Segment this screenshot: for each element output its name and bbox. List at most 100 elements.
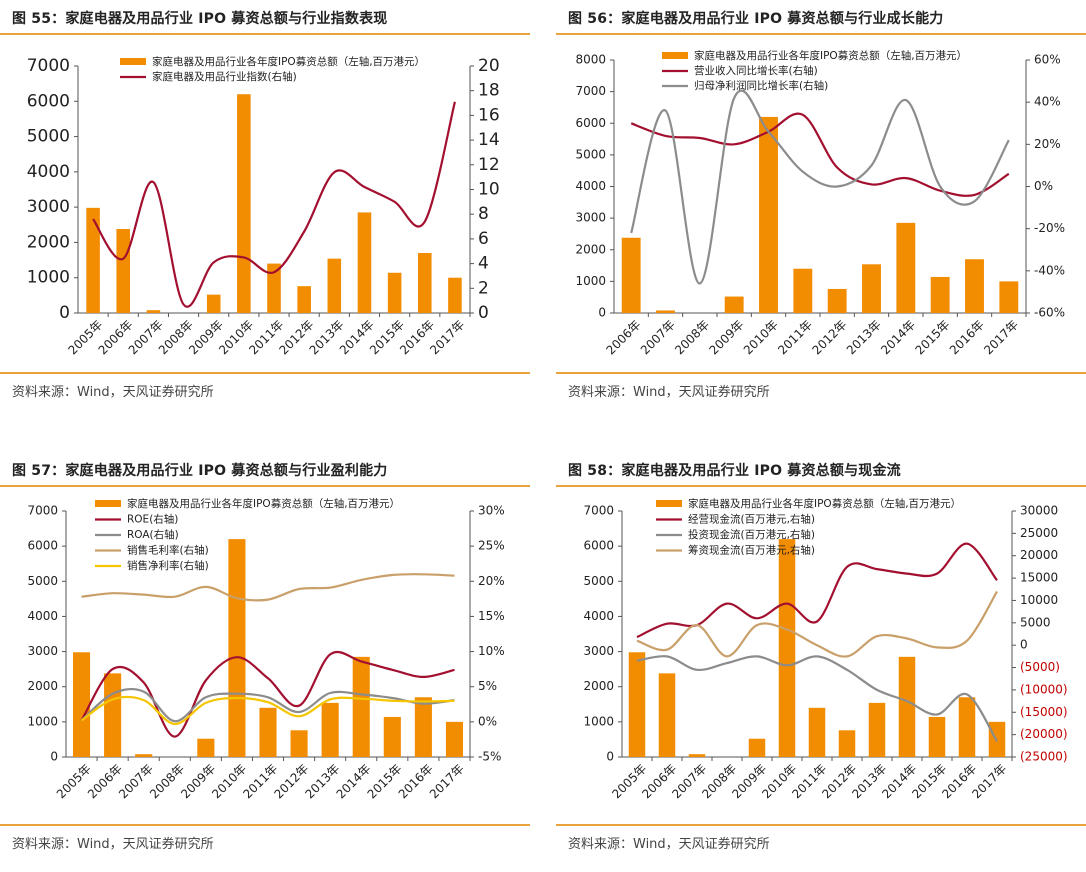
left-tick-label: 4000: [27, 609, 58, 623]
left-tick-label: 6000: [27, 539, 58, 553]
legend-swatch: [656, 500, 682, 507]
series-line: [636, 590, 998, 658]
bar: [827, 288, 847, 313]
legend-label: ROA(右轴): [127, 528, 179, 541]
legend-label: 销售毛利率(右轴): [127, 544, 209, 557]
right-tick-label: 16: [478, 105, 500, 125]
right-tick-label: 0%: [478, 714, 497, 728]
right-tick-label: 10000: [1020, 593, 1058, 607]
x-tick-label: 2010年: [741, 317, 781, 357]
bar: [417, 253, 432, 313]
right-tick-label: 18: [478, 81, 500, 101]
right-tick-label: -20%: [1034, 221, 1065, 235]
bar: [999, 281, 1019, 313]
left-tick-label: 4000: [27, 162, 70, 182]
bar: [387, 272, 402, 313]
bar: [197, 738, 215, 757]
source-note: 资料来源：Wind，天风证券研究所: [12, 385, 214, 400]
bar: [965, 259, 984, 313]
right-tick-label: 20000: [1020, 548, 1058, 562]
bar: [237, 94, 251, 313]
bar: [759, 116, 778, 313]
title-divider: [556, 485, 1086, 487]
x-tick-label: 2011年: [775, 317, 815, 357]
right-tick-label: 0%: [1034, 179, 1053, 193]
bar: [793, 268, 813, 313]
bar: [259, 707, 277, 757]
left-tick-label: 0: [50, 750, 58, 764]
left-tick-label: 8000: [575, 53, 606, 67]
legend-label: 家庭电器及用品行业各年度IPO募资总额（左轴,百万港元）: [688, 497, 961, 510]
left-tick-label: 1000: [27, 714, 58, 728]
legend-label: 家庭电器及用品行业各年度IPO募资总额（左轴,百万港元）: [152, 55, 425, 68]
legend-label: 家庭电器及用品行业各年度IPO募资总额（左轴,百万港元）: [127, 497, 400, 510]
legend-label: ROE(右轴): [127, 513, 178, 526]
left-tick-label: 1000: [583, 714, 614, 728]
x-tick-label: 2014年: [878, 317, 918, 357]
bar: [290, 730, 308, 757]
left-tick-label: 5000: [27, 127, 70, 147]
left-tick-label: 5000: [583, 574, 614, 588]
series-line: [80, 695, 455, 726]
bar: [146, 310, 161, 313]
left-tick-label: 6000: [583, 539, 614, 553]
bar: [928, 716, 946, 757]
bar: [628, 652, 646, 757]
bar: [658, 673, 676, 757]
legend-label: 家庭电器及用品行业指数(右轴): [152, 70, 297, 83]
left-tick-label: 3000: [583, 644, 614, 658]
bar: [621, 237, 641, 313]
right-tick-label: 20: [478, 56, 500, 76]
left-tick-label: 6000: [575, 116, 606, 130]
bar: [321, 702, 339, 757]
bar: [896, 222, 916, 313]
left-tick-label: 0: [598, 306, 606, 320]
bar: [135, 754, 153, 757]
bar: [808, 707, 826, 757]
combo-chart-55: 0 1000 2000 3000 4000 5000 6000 7000 0 2 4 6 8 10 12 14…: [27, 55, 500, 357]
right-tick-label: (20000): [1020, 727, 1068, 741]
bar: [267, 263, 281, 313]
left-tick-label: 0: [606, 750, 614, 764]
bar: [898, 656, 916, 757]
left-tick-label: 5000: [27, 574, 58, 588]
legend-label: 营业收入同比增长率(右轴): [694, 64, 818, 77]
left-tick-label: 1000: [27, 268, 70, 288]
legend-label: 经营现金流(百万港元,右轴): [688, 513, 815, 526]
x-tick-label: 2006年: [604, 317, 644, 357]
left-tick-label: 2000: [27, 232, 70, 252]
bar: [206, 294, 221, 313]
series-line: [636, 542, 998, 639]
chart-panel-56: 图 56：家庭电器及用品行业 IPO 募资总额与行业成长能力 0 1000 2000…: [556, 0, 1086, 420]
source-note: 资料来源：Wind，天风证券研究所: [568, 837, 770, 852]
right-tick-label: 15000: [1020, 571, 1058, 585]
bar: [445, 721, 464, 757]
source-divider: [556, 824, 1086, 826]
x-tick-label: 2012年: [810, 317, 850, 357]
right-tick-label: (10000): [1020, 682, 1068, 696]
x-tick-label: 2009年: [707, 317, 747, 357]
series-line: [92, 101, 456, 308]
legend-swatch: [95, 500, 121, 507]
right-tick-label: 30%: [478, 504, 505, 518]
title-divider: [0, 33, 530, 35]
combo-chart-56: 0 1000 2000 3000 4000 5000 6000 7000 8000 -60% -40…: [575, 49, 1065, 357]
bar: [228, 539, 246, 757]
chart-title-55: 图 55：家庭电器及用品行业 IPO 募资总额与行业指数表现: [12, 11, 388, 27]
bar: [656, 310, 675, 313]
series-line: [636, 655, 998, 742]
right-tick-label: 6: [478, 229, 489, 249]
left-tick-label: 1000: [575, 274, 606, 288]
title-divider: [556, 33, 1086, 35]
bar: [297, 286, 311, 313]
chart-title-57: 图 57：家庭电器及用品行业 IPO 募资总额与行业盈利能力: [12, 463, 388, 479]
x-tick-label: 2017年: [427, 761, 467, 801]
left-tick-label: 3000: [575, 211, 606, 225]
bar: [72, 652, 91, 757]
combo-chart-57: 0 1000 2000 3000 4000 5000 6000 7000 -5% 0% 5% 10% 1…: [27, 497, 505, 801]
x-tick-label: 2013年: [844, 317, 884, 357]
right-tick-label: -60%: [1034, 306, 1065, 320]
left-tick-label: 7000: [27, 56, 70, 76]
legend-label: 家庭电器及用品行业各年度IPO募资总额（左轴,百万港元）: [694, 49, 967, 62]
x-tick-label: 2016年: [947, 317, 987, 357]
